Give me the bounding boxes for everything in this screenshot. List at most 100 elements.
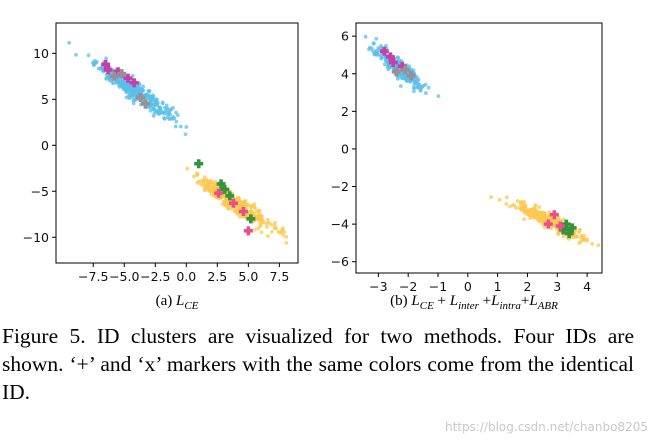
cluster-point [212,187,217,192]
cluster-point [265,234,270,238]
panel-a-frame [55,22,299,264]
x-tick-label: −2.5 [140,269,170,284]
cluster-point [395,76,400,81]
cluster-point [137,82,142,87]
cluster-point [150,106,155,111]
cluster-point [377,53,381,57]
cluster-point [203,186,208,191]
cluster-point [248,211,252,215]
cluster-point [522,217,527,222]
cluster-point [194,171,199,176]
cluster-point [96,66,101,71]
cluster-point [258,220,263,225]
x-tick-label: 1 [494,279,502,294]
cluster-point [209,192,214,196]
x-tick-label: −3 [369,279,387,294]
cluster-point [532,215,537,220]
cluster-point [148,108,153,113]
cluster-point [284,240,289,245]
panel-a-points [67,40,289,245]
cluster-point [122,80,127,85]
cluster-point [382,62,387,67]
cluster-point [413,80,418,85]
cluster-point [110,80,115,85]
cluster-point [415,75,419,80]
panel-b-frame [355,22,603,274]
id-plus-marker [561,219,571,229]
cluster-point [379,55,384,60]
cluster-point [522,200,527,205]
watermark: https://blog.csdn.net/chanbo8205 [444,420,648,434]
cluster-point [196,179,201,184]
cluster-point [199,182,203,187]
cluster-point [590,241,595,246]
id-plus-marker [564,229,574,239]
cluster-point [172,116,177,121]
y-tick-label: −10 [23,230,49,245]
x-tick-label: 2.5 [207,269,227,284]
cluster-point [374,36,379,41]
cluster-point [125,90,129,95]
cluster-point [92,63,96,67]
id-plus-marker [103,65,113,75]
cluster-point [398,84,403,88]
id-plus-marker [140,99,150,109]
y-tick-label: 4 [341,66,349,81]
y-tick-label: 10 [33,46,49,61]
cluster-point [276,229,281,234]
cluster-point [259,230,264,235]
cluster-point [522,209,527,214]
id-plus-marker [135,92,145,102]
y-tick-label: −6 [331,254,349,269]
id-plus-marker [379,46,389,56]
cluster-point [258,224,262,229]
cluster-point [92,59,97,63]
id-plus-marker [391,67,401,77]
cluster-point [423,82,428,87]
id-plus-marker [216,179,226,189]
cluster-point [556,231,560,236]
cluster-point [114,80,119,85]
cluster-point [539,210,544,215]
cluster-point [203,183,208,188]
x-tick-label: 2 [523,279,531,294]
x-tick-label: −1 [429,279,447,294]
cluster-point [131,101,136,106]
cluster-point [580,237,585,241]
cluster-point [222,203,227,207]
cluster-point [273,220,277,225]
y-tick-label: 0 [341,141,349,156]
cluster-point [149,101,154,106]
cluster-point [265,221,270,226]
cluster-point [537,205,542,210]
cluster-point [162,116,167,121]
cluster-point [259,214,264,219]
id-plus-marker [400,65,410,75]
cluster-point [157,105,162,110]
cluster-point [504,195,509,200]
cluster-point [213,179,218,184]
id-plus-marker [388,57,398,67]
cluster-point [265,218,270,222]
cluster-point [132,87,137,92]
id-plus-marker [228,198,238,208]
cluster-point [252,205,256,210]
id-plus-marker [246,214,256,224]
x-tick-label: −2 [399,279,417,294]
x-tick-label: 3 [553,279,561,294]
cluster-point [282,230,287,234]
panel-b-scatter: −3 −2 −1 0 1 2 3 4 6 4 2 0 −2 −4 −6 (b) LCE + Linter … [331,22,603,312]
cluster-point [192,174,196,179]
id-plus-marker [567,223,577,233]
cluster-point [510,203,515,208]
cluster-point [519,200,524,205]
cluster-point [86,53,91,58]
cluster-point [67,40,72,45]
cluster-point [374,48,378,53]
id-plus-marker [406,71,416,81]
cluster-point [412,89,416,94]
cluster-point [436,94,441,99]
cluster-point [577,241,582,245]
cluster-point [543,215,548,219]
